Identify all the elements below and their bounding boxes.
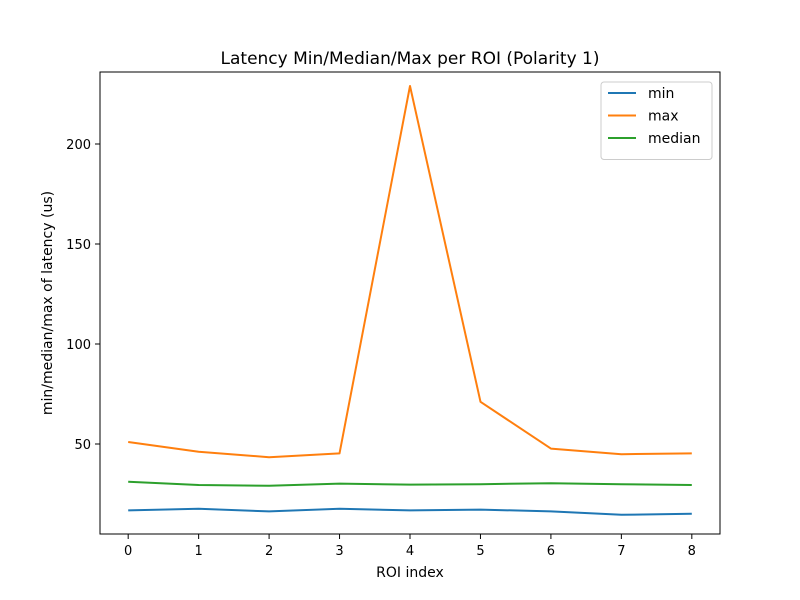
- x-tick-label: 1: [194, 544, 202, 559]
- y-tick-label: 100: [66, 338, 91, 353]
- legend-label-max: max: [648, 109, 679, 125]
- series-line-min: [128, 507, 692, 516]
- x-axis-label: ROI index: [376, 565, 444, 581]
- y-tick-label: 150: [66, 238, 91, 253]
- legend-label-min: min: [648, 86, 674, 102]
- axes-layer: 0 1 2 3 4 5 6 7 8 50 100 150 200: [66, 71, 721, 559]
- x-tick-label: 0: [124, 544, 132, 559]
- legend-box: [600, 81, 713, 160]
- y-tick-label: 50: [74, 438, 91, 453]
- chart-title: Latency Min/Median/Max per ROI (Polarity…: [221, 49, 600, 69]
- series-line-max: [128, 85, 692, 459]
- legend-label-median: median: [648, 131, 700, 147]
- x-tick-label: 4: [406, 544, 414, 559]
- legend: min max median: [600, 81, 713, 160]
- series-line-median: [128, 480, 692, 487]
- x-tick-label: 6: [547, 544, 555, 559]
- x-tick-label: 3: [335, 544, 343, 559]
- y-tick-label: 200: [66, 138, 91, 153]
- x-tick-label: 8: [688, 544, 696, 559]
- x-tick-label: 7: [617, 544, 625, 559]
- y-axis-label: min/median/max of latency (us): [40, 191, 56, 415]
- x-tick-label: 5: [476, 544, 484, 559]
- x-tick-label: 2: [265, 544, 273, 559]
- series-layer: [128, 85, 692, 516]
